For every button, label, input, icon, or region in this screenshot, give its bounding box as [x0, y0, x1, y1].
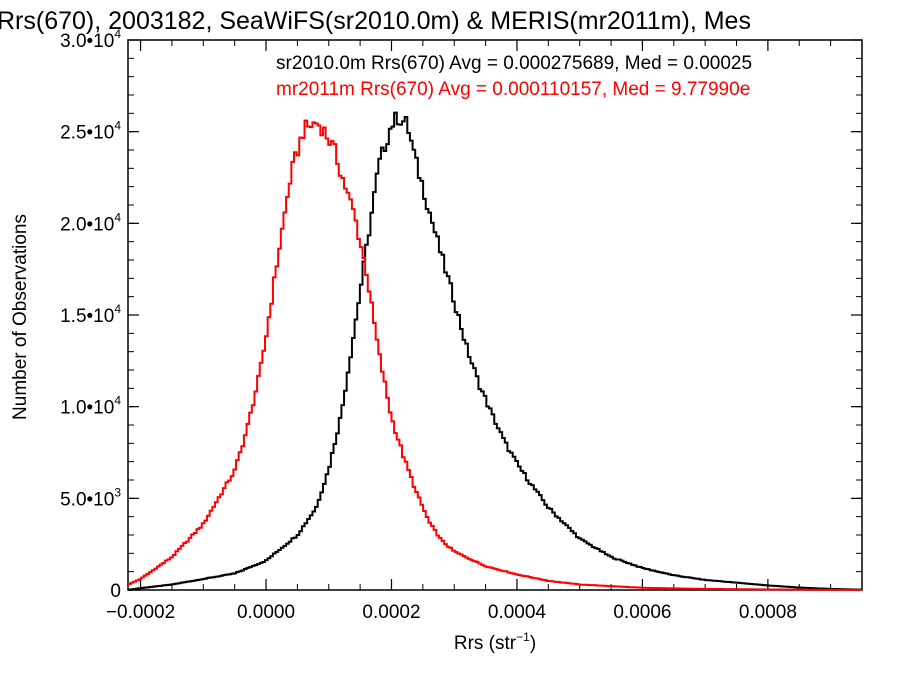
x-tick-label: −0.0002	[106, 602, 175, 623]
annotations: sr2010.0m Rrs(670) Avg = 0.000275689, Me…	[276, 53, 752, 100]
y-tick-label: 0	[110, 581, 121, 602]
chart-title: Rrs(670), 2003182, SeaWiFS(sr2010.0m) & …	[0, 7, 751, 35]
y-tick-label: 2.5•104	[60, 119, 121, 144]
stats-annotation-0: sr2010.0m Rrs(670) Avg = 0.000275689, Me…	[276, 53, 752, 74]
y-tick-label: 3.0•104	[60, 27, 121, 52]
x-tick-label: 0.0004	[488, 602, 547, 623]
y-tick-label: 1.5•104	[60, 302, 121, 327]
x-tick-label: 0.0008	[739, 602, 797, 623]
y-tick-label: 1.0•104	[60, 394, 121, 419]
x-tick-label: 0.0006	[613, 602, 671, 623]
tick-labels: −0.0002 0.0000 0.0002 0.0004 0.0006 0.0008 0 5.…	[60, 27, 797, 623]
series-line-1	[128, 119, 862, 591]
series-layer	[128, 111, 862, 591]
stats-annotation-1: mr2011m Rrs(670) Avg = 0.000110157, Med …	[276, 79, 750, 100]
series-line-0	[128, 111, 862, 591]
x-axis-label: Rrs (str−1)	[454, 630, 536, 654]
x-tick-label: 0.0000	[237, 602, 295, 623]
x-tick-label: 0.0002	[362, 602, 420, 623]
y-axis-label: Number of Observations	[10, 214, 31, 420]
y-tick-label: 5.0•103	[60, 485, 121, 510]
y-tick-label: 2.0•104	[60, 210, 121, 235]
